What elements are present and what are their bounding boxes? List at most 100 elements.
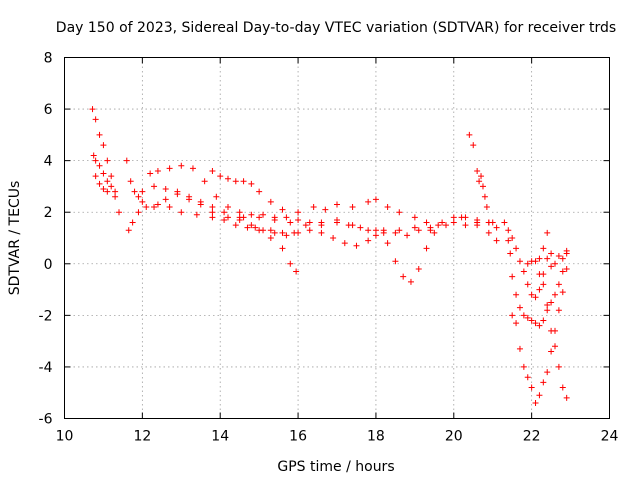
x-tick-label: 10 xyxy=(56,429,74,445)
data-point xyxy=(357,224,364,231)
y-tick-label: -6 xyxy=(39,412,53,428)
data-point xyxy=(174,188,181,195)
data-point xyxy=(563,265,570,272)
series-track-2 xyxy=(90,152,119,195)
data-point xyxy=(548,348,555,355)
data-point xyxy=(166,165,173,172)
y-tick-label: 8 xyxy=(44,51,53,67)
data-point xyxy=(213,193,220,200)
data-point xyxy=(178,162,185,169)
data-point xyxy=(330,235,337,241)
data-point xyxy=(505,227,512,234)
data-point xyxy=(462,222,469,229)
data-point xyxy=(108,183,115,190)
data-point xyxy=(439,219,446,226)
data-point xyxy=(96,131,103,138)
data-point xyxy=(139,188,146,195)
data-point xyxy=(104,188,111,195)
data-point xyxy=(143,204,150,211)
data-point xyxy=(240,178,247,185)
data-point xyxy=(411,224,418,231)
data-point xyxy=(400,273,407,280)
data-point xyxy=(248,180,255,187)
data-point xyxy=(435,222,442,229)
data-point xyxy=(474,167,481,174)
data-point xyxy=(520,312,527,319)
data-point xyxy=(532,400,539,407)
data-point xyxy=(236,209,243,216)
data-point xyxy=(365,237,372,244)
data-point xyxy=(392,229,399,236)
data-point xyxy=(209,167,216,174)
data-point xyxy=(310,204,317,211)
data-point xyxy=(318,229,325,236)
series-track-1 xyxy=(89,106,122,216)
data-point xyxy=(89,106,96,113)
data-point xyxy=(100,170,107,177)
data-point xyxy=(544,255,551,262)
y-tick-label: 4 xyxy=(44,154,53,170)
data-point xyxy=(540,317,547,324)
data-point xyxy=(423,219,430,226)
data-point xyxy=(544,229,551,236)
data-point xyxy=(544,302,551,309)
data-point xyxy=(267,235,274,241)
data-point xyxy=(516,258,523,265)
data-point xyxy=(139,198,146,205)
data-point xyxy=(536,286,543,293)
data-point xyxy=(555,363,562,370)
data-point xyxy=(479,183,486,190)
data-point xyxy=(509,312,516,319)
data-point xyxy=(485,229,492,236)
data-point xyxy=(544,307,551,314)
data-point xyxy=(112,188,119,195)
data-point xyxy=(501,219,508,226)
data-point xyxy=(322,206,329,213)
data-point xyxy=(384,204,391,211)
data-point xyxy=(252,224,259,231)
y-tick-label: 2 xyxy=(44,205,53,221)
data-point xyxy=(260,211,267,218)
data-point xyxy=(260,227,267,234)
x-tick-label: 16 xyxy=(289,429,307,445)
data-point xyxy=(345,222,352,229)
data-point xyxy=(524,260,531,267)
data-point xyxy=(563,394,570,401)
data-point xyxy=(154,201,161,208)
data-point xyxy=(470,142,477,149)
data-point xyxy=(123,157,130,164)
data-point xyxy=(201,178,208,185)
data-point xyxy=(407,278,414,285)
x-tick-label: 20 xyxy=(445,429,463,445)
data-point xyxy=(513,291,520,298)
data-point xyxy=(225,214,231,221)
data-point xyxy=(256,188,263,195)
x-axis-label: GPS time / hours xyxy=(277,459,394,475)
data-point xyxy=(125,227,132,234)
data-point xyxy=(516,304,523,311)
data-point xyxy=(396,209,403,216)
data-point xyxy=(353,242,360,249)
data-point xyxy=(427,224,434,231)
data-point xyxy=(147,170,154,177)
data-points xyxy=(89,106,570,407)
data-point xyxy=(372,232,379,239)
data-point xyxy=(552,260,558,267)
data-point xyxy=(92,157,99,164)
x-tick-label: 24 xyxy=(601,429,619,445)
data-point xyxy=(559,268,566,275)
data-point xyxy=(524,281,531,288)
data-point xyxy=(524,314,531,321)
data-point xyxy=(380,227,387,234)
series-track-10 xyxy=(466,131,492,226)
data-point xyxy=(372,227,379,234)
data-point xyxy=(372,196,379,203)
data-point xyxy=(507,250,514,257)
data-point xyxy=(450,219,457,226)
data-point xyxy=(283,214,290,221)
y-tick-label: -4 xyxy=(39,360,53,376)
data-point xyxy=(462,214,469,221)
data-point xyxy=(334,201,340,208)
data-point xyxy=(92,116,99,123)
